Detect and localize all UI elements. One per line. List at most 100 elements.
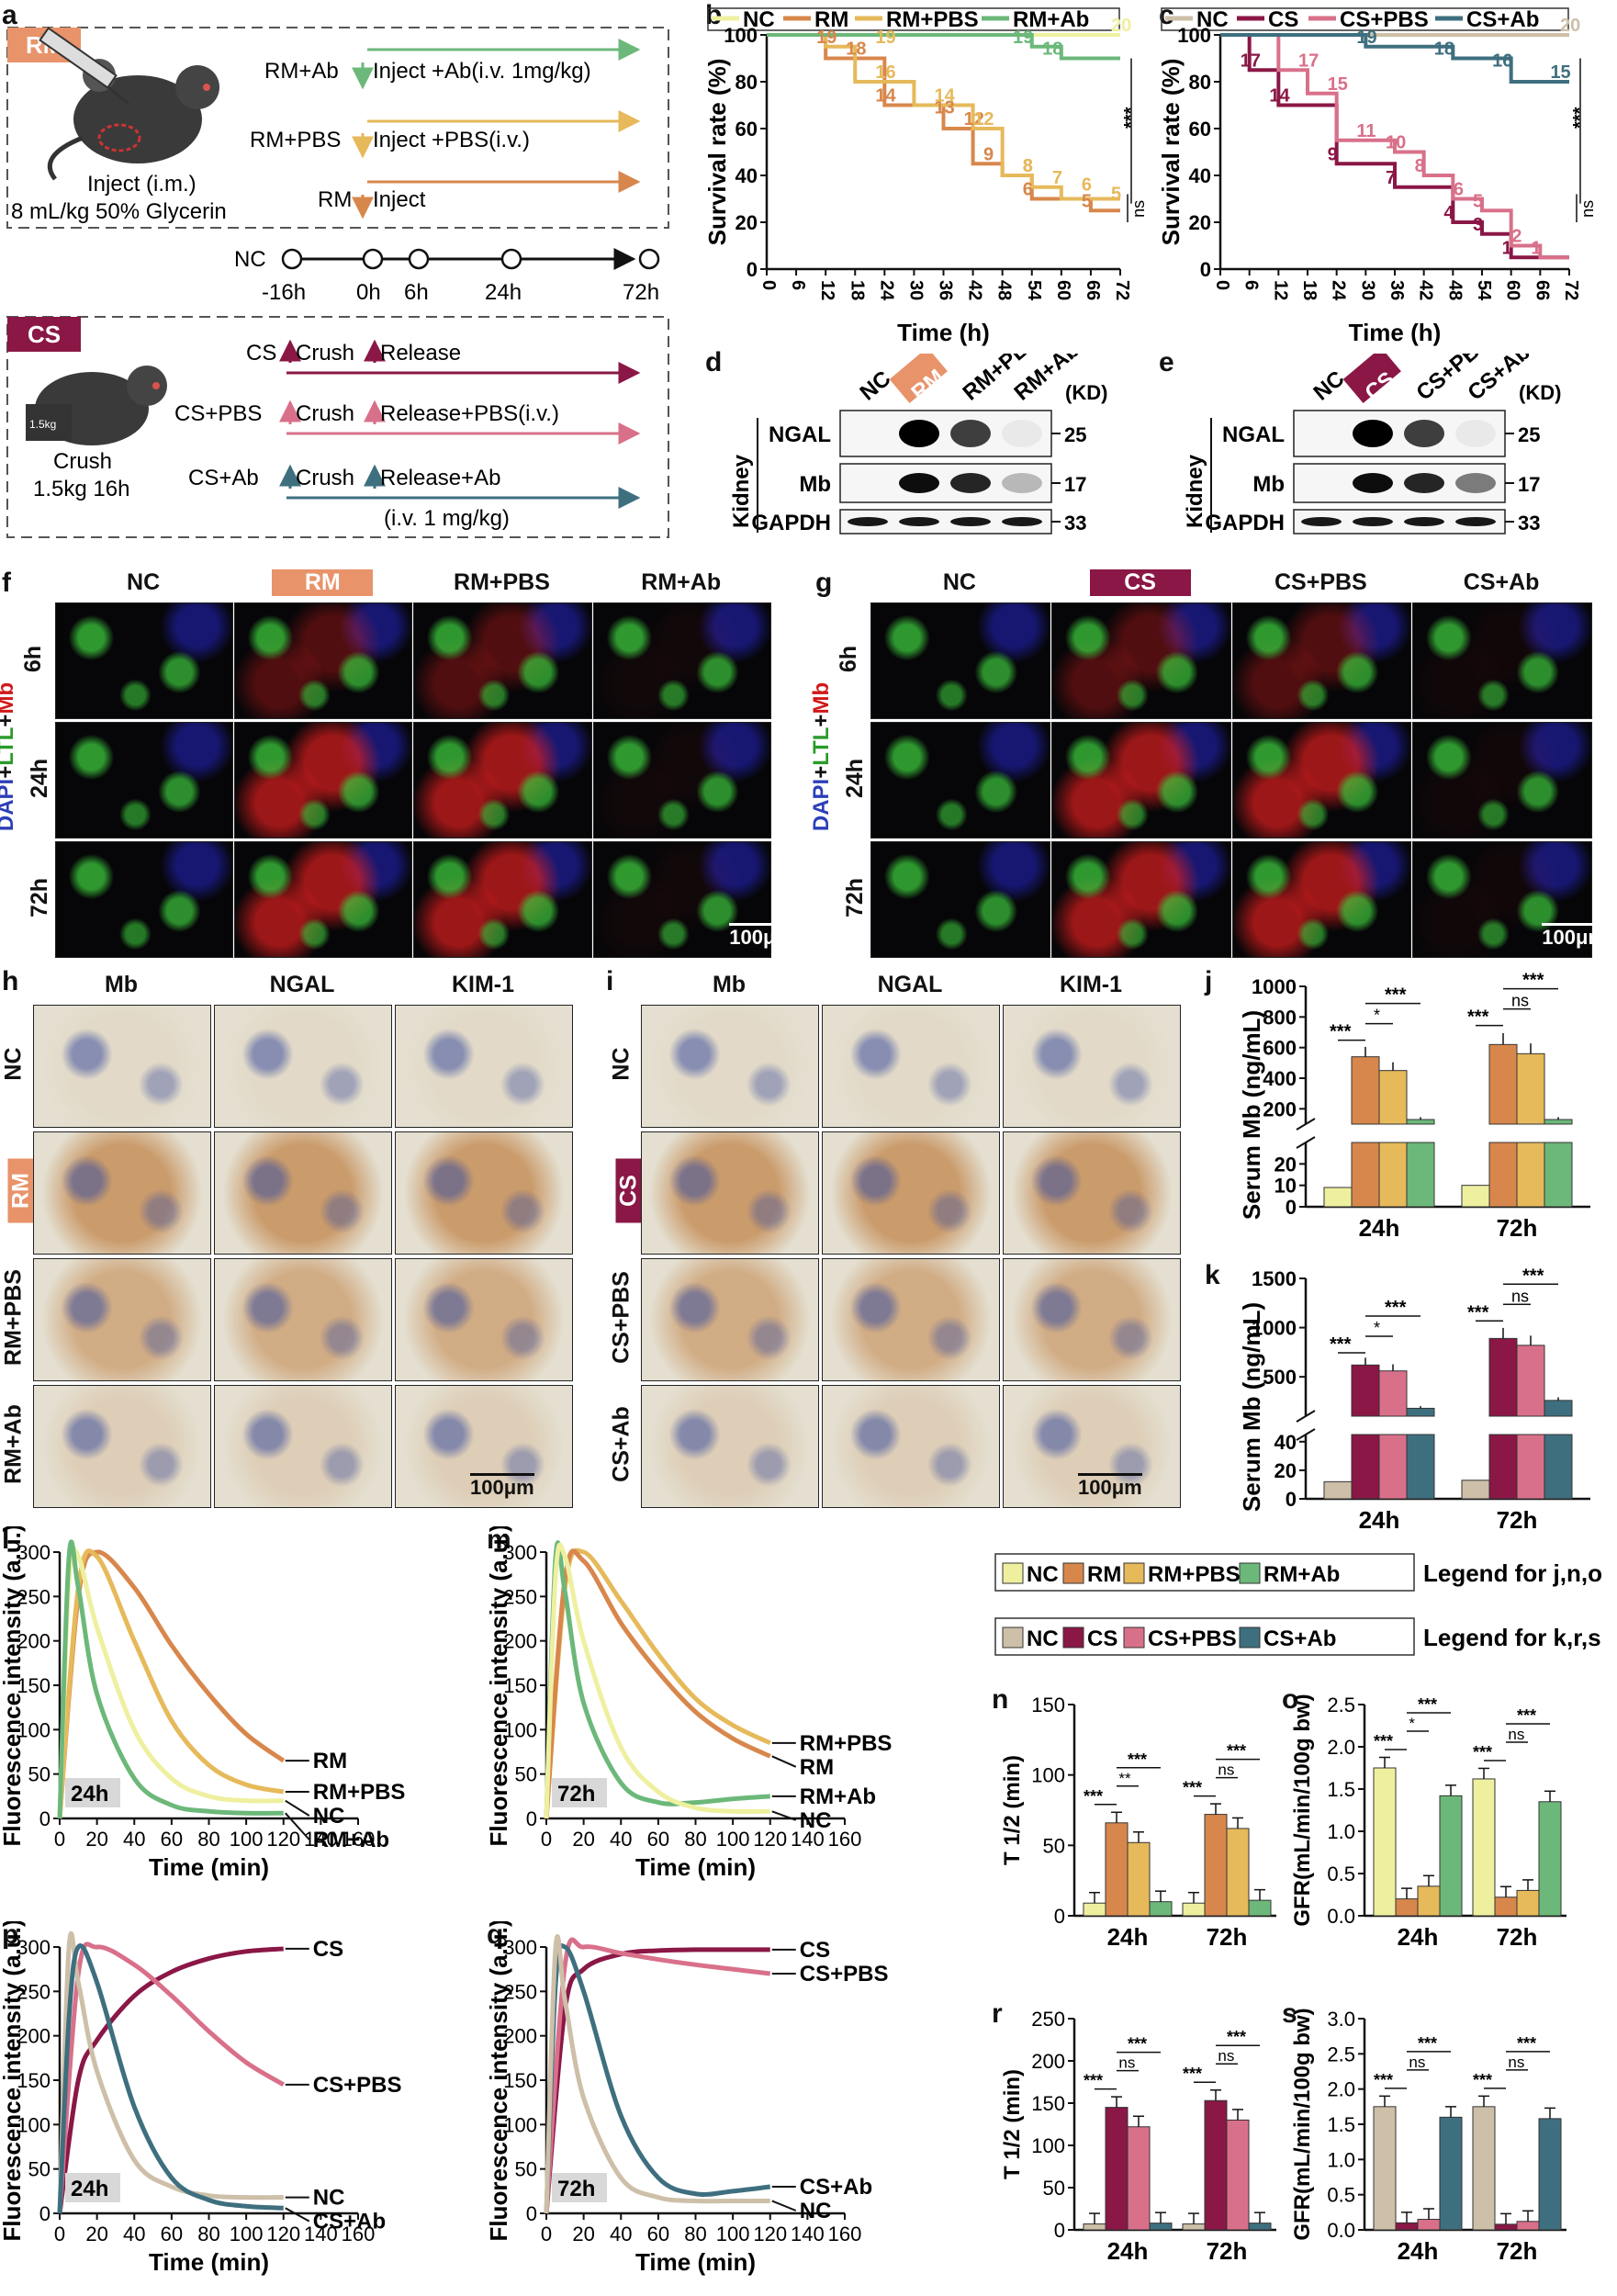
fluor-image-1-1	[1050, 722, 1231, 838]
x-tick-label-5: 30	[905, 280, 926, 300]
ihc-scale-bar: 100μm	[470, 1473, 534, 1500]
legend-frame-cs	[994, 1617, 1415, 1656]
ihc-row-label-1: RM	[7, 1158, 35, 1223]
point-label-19: 15	[1550, 62, 1570, 83]
bar-72h-RM	[1204, 1814, 1228, 1917]
fluor-image-1-0	[55, 722, 234, 838]
sig-b-0: *	[1374, 1007, 1380, 1025]
y-tick-label-2: 1.0	[1327, 2148, 1355, 2171]
y-tick-label-0: 0	[747, 258, 758, 281]
mouse-icon-rm	[47, 59, 219, 181]
x-tick-label-5: 100	[230, 1828, 264, 1851]
y-tick-label-5: 250	[503, 1980, 537, 2003]
point-label-14: 2	[1511, 227, 1522, 247]
cs-row-ab-a1: Crush	[296, 466, 354, 490]
y-tick-label-3: 60	[1189, 118, 1211, 141]
fluor-image-1-2	[413, 722, 592, 838]
x-tick-label-1: 6	[788, 280, 808, 290]
x-tick-label-11: 66	[1532, 280, 1552, 300]
legend-label-0: NC	[743, 7, 775, 32]
point-label-7: 6	[1023, 180, 1033, 200]
point-label-16: 19	[1356, 28, 1376, 48]
rm-row-pbs-group: RM+PBS	[250, 128, 341, 152]
curve-CS+PBS	[544, 1937, 771, 2214]
y-tick-label-5: 100	[724, 24, 758, 47]
point-label-12: 6	[1454, 180, 1464, 200]
stain-ltl: LTL	[0, 726, 18, 766]
cs-row-cs-a1: Crush	[296, 341, 354, 366]
y-tick-label-0: 0	[1054, 2219, 1065, 2242]
point-label-1: 14	[1269, 86, 1290, 107]
bar-24h-RM+Ab	[1439, 1795, 1463, 1917]
ihc-image-1-1	[822, 1131, 1000, 1255]
cs-tag: CS	[28, 321, 61, 348]
fluor-image-0-1	[1050, 602, 1231, 719]
axis-break-2	[1296, 1428, 1316, 1441]
y-tick-label-l-1: 20	[1275, 1459, 1297, 1482]
y-tick-label-1: 50	[515, 1763, 537, 1786]
x-tick-label-2: 40	[123, 1828, 145, 1851]
bar-72h-CS	[1204, 2099, 1228, 2231]
x-tick-label-4: 80	[197, 1828, 219, 1851]
blot-band-GAPDH-1	[1353, 517, 1393, 526]
blot-marker-0: 25	[1518, 423, 1540, 446]
bar-24h-NC	[1323, 1480, 1353, 1500]
rm-row-ab-action: Inject +Ab(i.v. 1mg/kg)	[373, 59, 591, 84]
point-label-1: 18	[846, 39, 866, 60]
point-label-0: 19	[816, 28, 837, 48]
ihc-image-0-2	[395, 1005, 573, 1128]
x-cat-label-0: 24h	[1359, 1506, 1400, 1534]
cs-dose-label: 1.5kg 16h	[33, 477, 129, 501]
fluor-row-label-1: 24h	[842, 758, 869, 798]
stain-plus-2: +	[0, 715, 18, 727]
y-tick-label-3: 150	[17, 1674, 51, 1697]
time-tag-bg	[65, 2173, 120, 2202]
x-tick-label-11: 66	[1083, 280, 1103, 300]
bar-72h-RM-low	[1488, 1142, 1518, 1208]
end-label-0: CS	[800, 1938, 830, 1963]
sig-a-1: ***	[1473, 1743, 1492, 1761]
y-tick-label-2: 100	[1031, 2134, 1065, 2157]
bar-72h-RM+Ab-low	[1544, 1142, 1573, 1208]
tissue-label: Kidney	[729, 454, 754, 528]
x-tick-label-3: 60	[161, 1828, 183, 1851]
sig-b-1: ns	[1511, 1287, 1529, 1305]
end-label-2: NC	[313, 2186, 345, 2211]
x-tick-label-1: 6	[1241, 280, 1262, 290]
end-leader-2	[285, 1799, 310, 1817]
end-label-2: CS+Ab	[800, 2175, 872, 2200]
legend-label-1: CS	[1268, 7, 1298, 32]
bar-72h-NC	[1472, 1778, 1496, 1917]
fluor-row-label-0: 6h	[20, 645, 47, 672]
x-tick-label-6: 36	[1387, 280, 1407, 300]
y-tick-label-2: 1.0	[1327, 1820, 1355, 1843]
bar-24h-CS+PBS	[1378, 1370, 1408, 1417]
cs-row-ab-a2: Release+Ab	[380, 466, 500, 490]
sig-b-1: ns	[1508, 1726, 1524, 1743]
sig-c-1: ***	[1517, 2034, 1536, 2053]
timeline-t3: 24h	[485, 280, 522, 305]
fluor-image-0-1	[234, 602, 413, 719]
panel-g-fluorescence: NC CS CS+PBS CS+Ab 6h 24h 72h DAPI+LTL+Mb 100μm	[809, 569, 1617, 964]
y-tick-label-l-0: 0	[1286, 1196, 1297, 1219]
ihc-col-header-1: NGAL	[877, 972, 943, 997]
legend-label-1: RM	[814, 7, 848, 32]
panel-label-l: l	[2, 1525, 10, 1555]
fluor-col-header-3: CS+Ab	[1463, 569, 1540, 595]
y-tick-label-3: 150	[1031, 1694, 1065, 1716]
bar-24h-NC	[1083, 1902, 1106, 1917]
legend-swatch-cs-1	[1062, 1626, 1084, 1649]
sig-c-1: ***	[1517, 1706, 1536, 1725]
series-RM	[767, 33, 1120, 213]
fluor-image-2-2	[1231, 841, 1412, 958]
x-tick-label-12: 72	[1561, 280, 1581, 300]
timeline-t1: 0h	[356, 280, 381, 305]
x-tick-label-2: 40	[610, 1828, 632, 1851]
x-tick-label-5: 100	[716, 2223, 750, 2245]
rm-row-rm-action: Inject	[373, 187, 426, 212]
bar-24h-CS+Ab	[1439, 2116, 1463, 2231]
